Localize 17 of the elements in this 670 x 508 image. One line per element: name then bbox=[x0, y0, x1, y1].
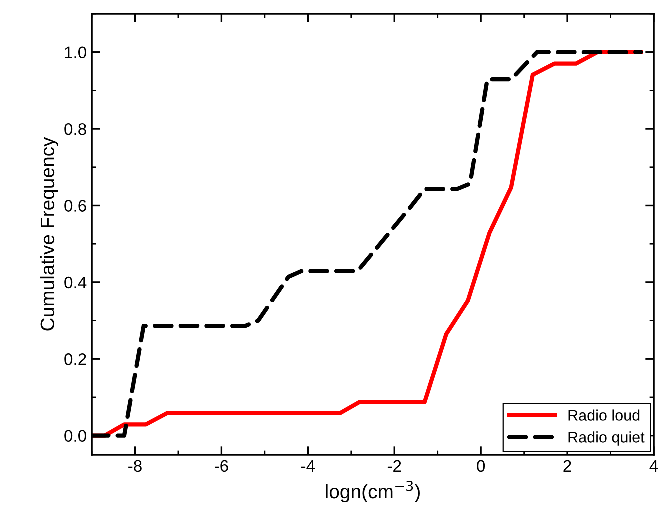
y-axis-title: Cumulative Frequency bbox=[40, 137, 58, 331]
legend-label: Radio quiet bbox=[568, 432, 645, 446]
x-tick-label: -6 bbox=[215, 460, 228, 472]
x-tick-label: 4 bbox=[650, 460, 658, 472]
x-tick-label: -4 bbox=[301, 460, 316, 472]
x-tick-label: 0 bbox=[477, 460, 486, 472]
x-axis-title: logn(cm$^{−3}$) bbox=[326, 480, 420, 503]
x-tick-label: 2 bbox=[564, 460, 572, 472]
legend-label: Radio loud bbox=[568, 410, 640, 421]
y-tick-label: 0.2 bbox=[64, 354, 86, 366]
x-tick-label: -8 bbox=[128, 460, 142, 472]
y-tick-label: 0.8 bbox=[64, 123, 86, 136]
y-tick-label: 1.0 bbox=[65, 46, 86, 59]
y-tick-label: 0.6 bbox=[64, 200, 86, 212]
y-tick-label: 0.0 bbox=[64, 430, 86, 442]
x-tick-label: -2 bbox=[388, 460, 402, 472]
y-tick-label: 0.4 bbox=[64, 276, 87, 289]
